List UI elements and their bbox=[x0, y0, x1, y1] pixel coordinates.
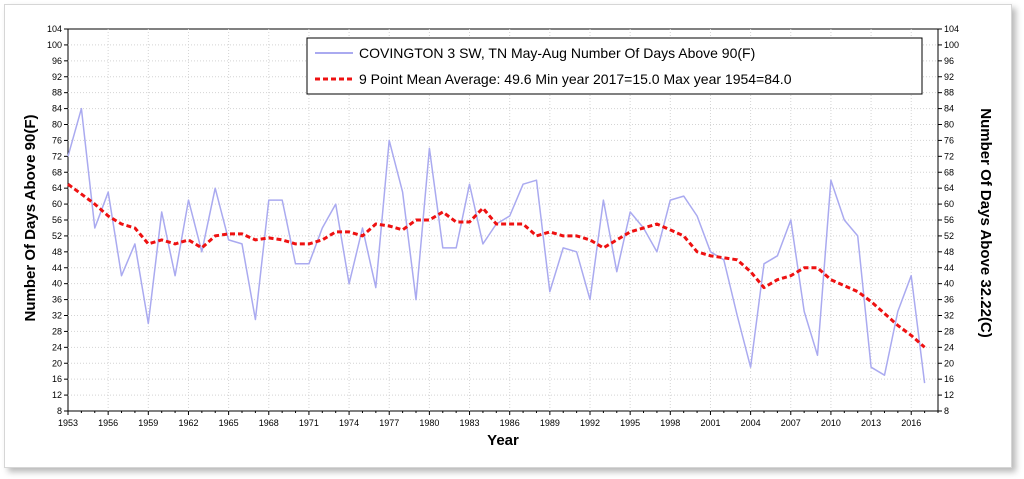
y-axis-left-title: Number Of Days Above 90(F) bbox=[22, 115, 39, 322]
y-tick-label-right: 88 bbox=[944, 88, 954, 98]
x-tick-label: 1998 bbox=[660, 418, 680, 428]
y-tick-label-right: 12 bbox=[944, 390, 954, 400]
series-layer bbox=[67, 107, 926, 384]
y-tick-label-right: 60 bbox=[944, 199, 954, 209]
y-tick-label-right: 32 bbox=[944, 311, 954, 321]
x-tick-label: 1980 bbox=[419, 418, 439, 428]
x-tick-label: 2001 bbox=[700, 418, 720, 428]
y-tick-label-left: 28 bbox=[52, 326, 62, 336]
x-tick-label: 1962 bbox=[178, 418, 198, 428]
y-tick-label-right: 44 bbox=[944, 263, 954, 273]
series-line-9pt-mean bbox=[67, 182, 926, 349]
x-tick-label: 1983 bbox=[460, 418, 480, 428]
y-tick-label-left: 96 bbox=[52, 56, 62, 66]
x-tick-label: 1974 bbox=[339, 418, 359, 428]
chart-frame: 8 12 16 20 24 28 32 36 40 44 48 52 56 60 64 68 72 76 80 84 8… bbox=[4, 4, 1012, 468]
x-tick-label: 1992 bbox=[580, 418, 600, 428]
y-tick-label-right: 56 bbox=[944, 215, 954, 225]
y-tick-label-right: 84 bbox=[944, 104, 954, 114]
x-tick-label: 2016 bbox=[901, 418, 921, 428]
y-tick-label-left: 60 bbox=[52, 199, 62, 209]
y-tick-label-right: 24 bbox=[944, 342, 954, 352]
y-tick-label-right: 20 bbox=[944, 358, 954, 368]
line-chart: 8121620242832364044485256606468727680848… bbox=[22, 24, 994, 449]
x-tick-label: 1965 bbox=[219, 418, 239, 428]
y-tick-label-left: 68 bbox=[52, 167, 62, 177]
y-tick-label-right: 96 bbox=[944, 56, 954, 66]
legend-label-mean: 9 Point Mean Average: 49.6 Min year 2017… bbox=[359, 71, 792, 87]
y-tick-label-right: 36 bbox=[944, 295, 954, 305]
x-tick-label: 1953 bbox=[58, 418, 78, 428]
x-tick-label: 1986 bbox=[500, 418, 520, 428]
y-tick-label-left: 32 bbox=[52, 311, 62, 321]
y-tick-label-right: 80 bbox=[944, 120, 954, 130]
x-tick-label: 1968 bbox=[259, 418, 279, 428]
y-tick-label-left: 84 bbox=[52, 104, 62, 114]
y-tick-label-left: 8 bbox=[57, 406, 62, 416]
y-axis-right-ticks: 8 12 16 20 24 28 32 36 40 44 48 52 56 60 64 68 72 76 80 84 8… bbox=[938, 24, 959, 416]
y-tick-label-right: 100 bbox=[944, 40, 959, 50]
y-tick-label-right: 40 bbox=[944, 279, 954, 289]
y-tick-label-left: 44 bbox=[52, 263, 62, 273]
x-tick-label: 2007 bbox=[781, 418, 801, 428]
y-tick-label-left: 52 bbox=[52, 231, 62, 241]
y-tick-label-right: 28 bbox=[944, 326, 954, 336]
y-tick-label-right: 52 bbox=[944, 231, 954, 241]
y-tick-label-right: 76 bbox=[944, 135, 954, 145]
legend-box bbox=[306, 37, 923, 95]
y-tick-label-left: 80 bbox=[52, 120, 62, 130]
y-tick-label-left: 56 bbox=[52, 215, 62, 225]
x-tick-label: 1977 bbox=[379, 418, 399, 428]
y-tick-label-left: 40 bbox=[52, 279, 62, 289]
y-tick-label-left: 20 bbox=[52, 358, 62, 368]
y-tick-label-left: 64 bbox=[52, 183, 62, 193]
y-axis-left-ticks: 8 12 16 20 24 28 32 36 40 44 48 52 56 60 64 68 72 76 80 84 8… bbox=[47, 24, 68, 416]
y-tick-label-left: 12 bbox=[52, 390, 62, 400]
y-tick-label-right: 68 bbox=[944, 167, 954, 177]
y-tick-label-left: 104 bbox=[47, 24, 62, 34]
y-tick-label-right: 8 bbox=[944, 406, 949, 416]
y-tick-label-right: 72 bbox=[944, 151, 954, 161]
x-tick-label: 1995 bbox=[620, 418, 640, 428]
y-tick-label-left: 24 bbox=[52, 342, 62, 352]
x-tick-label: 2013 bbox=[861, 418, 881, 428]
x-tick-label: 1989 bbox=[540, 418, 560, 428]
y-tick-label-right: 48 bbox=[944, 247, 954, 257]
x-axis-title: Year bbox=[487, 432, 519, 449]
y-tick-label-left: 100 bbox=[47, 40, 62, 50]
legend: COVINGTON 3 SW, TN May-Aug Number Of Day… bbox=[306, 37, 923, 95]
x-tick-label: 1956 bbox=[98, 418, 118, 428]
legend-label-observed: COVINGTON 3 SW, TN May-Aug Number Of Day… bbox=[359, 45, 755, 61]
x-tick-label: 2010 bbox=[821, 418, 841, 428]
y-tick-label-left: 76 bbox=[52, 135, 62, 145]
y-tick-label-left: 88 bbox=[52, 88, 62, 98]
y-tick-label-left: 48 bbox=[52, 247, 62, 257]
x-tick-label: 2004 bbox=[741, 418, 761, 428]
y-tick-label-right: 16 bbox=[944, 374, 954, 384]
y-axis-right-title: Number Of Days Above 32.22(C) bbox=[977, 108, 994, 338]
x-tick-label: 1959 bbox=[138, 418, 158, 428]
x-axis-ticks: 1953 1956 1959 1962 1965 1968 1971 1974 1977 1980… bbox=[58, 411, 939, 428]
y-tick-label-right: 92 bbox=[944, 72, 954, 82]
y-tick-label-right: 104 bbox=[944, 24, 959, 34]
y-tick-label-left: 92 bbox=[52, 72, 62, 82]
y-tick-label-left: 36 bbox=[52, 295, 62, 305]
y-tick-label-left: 16 bbox=[52, 374, 62, 384]
x-tick-label: 1971 bbox=[299, 418, 319, 428]
y-tick-label-left: 72 bbox=[52, 151, 62, 161]
y-tick-label-right: 64 bbox=[944, 183, 954, 193]
